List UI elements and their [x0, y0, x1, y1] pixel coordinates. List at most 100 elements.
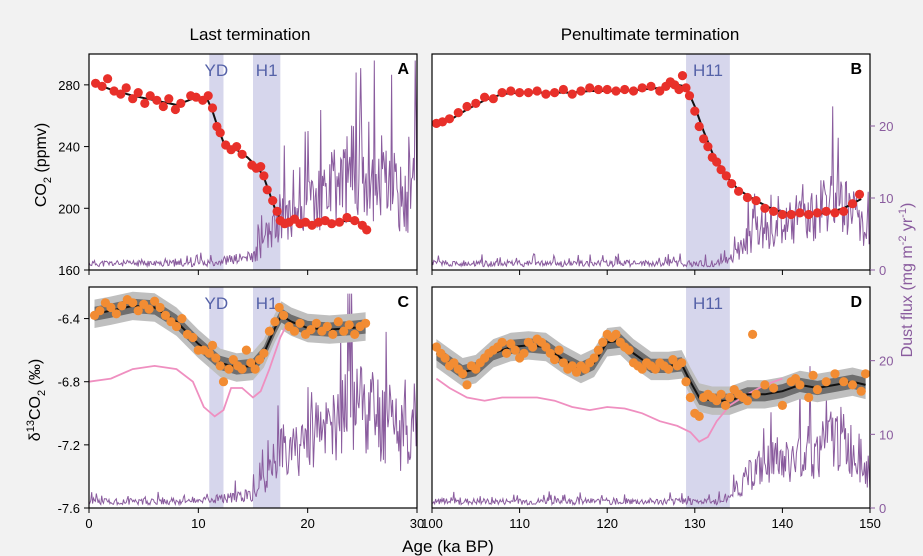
- dust-tick-label: 20: [879, 119, 893, 134]
- data-point: [256, 162, 266, 172]
- data-point: [328, 329, 338, 339]
- shaded-interval-yd: [209, 54, 224, 270]
- data-point: [458, 369, 468, 379]
- data-point: [681, 377, 691, 387]
- data-point: [171, 321, 182, 332]
- data-point: [462, 380, 472, 390]
- data-point: [250, 364, 260, 374]
- data-point: [795, 380, 805, 390]
- data-point: [106, 302, 116, 313]
- y-label-co2: CO2 (ppmv): [33, 123, 54, 207]
- data-point: [145, 91, 155, 101]
- data-point: [550, 355, 560, 365]
- data-point: [497, 337, 507, 347]
- data-point: [720, 400, 731, 410]
- data-point: [808, 370, 818, 380]
- data-point: [856, 386, 866, 396]
- data-point: [769, 206, 779, 216]
- panel-C: YD H1 C -7.6 -7.2 -6.8 -6.4 0 10 20 30: [58, 286, 424, 531]
- dust-flux-line: [431, 366, 871, 507]
- data-point: [598, 337, 608, 347]
- data-point: [830, 369, 840, 379]
- y-tick-label: -7.6: [58, 501, 80, 516]
- y-label-dust: Dust flux (mg m-2 yr-1): [897, 203, 916, 358]
- data-point: [344, 320, 354, 330]
- data-point: [488, 94, 498, 104]
- data-point: [541, 89, 551, 99]
- data-point: [734, 186, 744, 196]
- data-point: [215, 361, 225, 371]
- data-point: [480, 92, 490, 102]
- dust-tick-label: 0: [879, 501, 886, 516]
- plot-frame: [431, 286, 871, 509]
- data-point: [207, 103, 218, 113]
- y-label-d13c: δ13CO2 (‰): [25, 359, 48, 441]
- data-point: [170, 104, 180, 115]
- data-point: [274, 302, 284, 313]
- panel-D: H11 D 0 10 20 100 110 120 130 140 150: [421, 286, 893, 531]
- x-tick-label: 150: [859, 516, 881, 531]
- data-point: [140, 98, 150, 108]
- data-point: [751, 196, 761, 206]
- data-point: [611, 329, 621, 339]
- data-point: [306, 325, 316, 335]
- data-point: [116, 89, 126, 99]
- panel-B: H11 B 0 10 20: [431, 53, 893, 278]
- shaded-interval-h11: [686, 54, 730, 270]
- data-point: [593, 345, 604, 355]
- x-tick-label: 130: [684, 516, 706, 531]
- data-point: [602, 84, 612, 95]
- data-point: [334, 217, 344, 227]
- data-point: [847, 380, 858, 390]
- data-point: [327, 219, 337, 229]
- data-point: [585, 83, 595, 93]
- dust-tick-label: 10: [879, 427, 893, 442]
- data-point: [523, 88, 534, 98]
- shaded-label-h11: H11: [693, 294, 723, 313]
- shaded-label-h1: H1: [256, 294, 278, 313]
- data-point: [589, 353, 599, 363]
- panel-letter: A: [397, 61, 409, 78]
- data-point: [164, 94, 174, 104]
- dust-tick-label: 10: [879, 191, 893, 206]
- data-point: [515, 88, 525, 98]
- data-point: [339, 326, 349, 336]
- data-point: [150, 296, 160, 306]
- data-point: [224, 364, 234, 374]
- data-point: [237, 364, 247, 374]
- data-point: [295, 318, 305, 328]
- data-point: [218, 377, 229, 387]
- plot-frame: [88, 53, 418, 271]
- data-point: [760, 380, 770, 390]
- shaded-interval-h1: [253, 54, 281, 270]
- y-tick-label: 200: [58, 201, 80, 216]
- y-tick-label: 160: [58, 263, 80, 278]
- data-point: [155, 302, 165, 313]
- x-tick-label: 110: [509, 516, 530, 531]
- plot-frame: [431, 53, 871, 271]
- data-point: [322, 321, 332, 332]
- data-point: [264, 326, 274, 336]
- data-point: [350, 216, 360, 226]
- data-point: [362, 225, 372, 235]
- data-point: [663, 364, 674, 374]
- data-point: [812, 385, 823, 395]
- data-point: [712, 157, 722, 167]
- data-point: [611, 86, 621, 96]
- data-point: [204, 348, 214, 358]
- panel-A: YD H1 A 160 200 240 280: [58, 53, 418, 278]
- data-point: [121, 83, 131, 93]
- data-point: [786, 209, 796, 220]
- x-tick-label: 10: [191, 516, 205, 531]
- data-point: [628, 86, 639, 96]
- data-point: [716, 165, 726, 175]
- data-point: [624, 345, 634, 355]
- dust-tick-label: 20: [879, 354, 893, 369]
- data-point: [176, 98, 186, 108]
- data-point: [742, 396, 753, 406]
- data-point: [712, 396, 722, 406]
- data-point: [677, 71, 688, 81]
- data-point: [440, 353, 450, 363]
- data-point: [279, 310, 289, 320]
- x-tick-label: 20: [300, 516, 314, 531]
